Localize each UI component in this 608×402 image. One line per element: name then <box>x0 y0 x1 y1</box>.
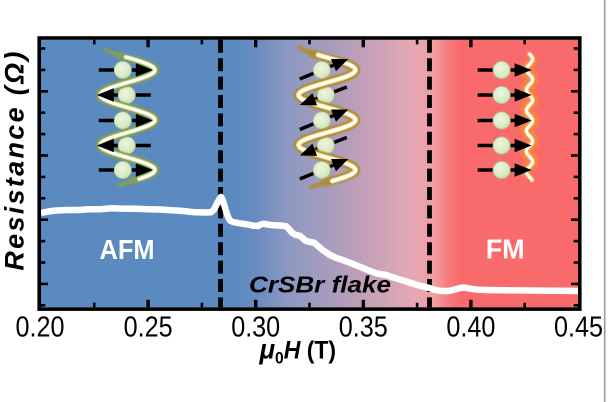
svg-text:0.45: 0.45 <box>554 312 603 344</box>
svg-text:AFM: AFM <box>100 234 155 265</box>
svg-text:0.25: 0.25 <box>124 312 173 344</box>
svg-text:μ0H (T): μ0H (T) <box>259 334 337 368</box>
svg-text:FM: FM <box>486 233 525 264</box>
svg-text:0.35: 0.35 <box>339 312 388 344</box>
svg-text:0.20: 0.20 <box>16 312 65 344</box>
svg-text:0.30: 0.30 <box>231 312 280 344</box>
svg-text:CrSBr flake: CrSBr flake <box>249 272 391 298</box>
svg-text:Resistance (Ω): Resistance (Ω) <box>0 49 30 270</box>
svg-text:0.40: 0.40 <box>446 312 495 344</box>
